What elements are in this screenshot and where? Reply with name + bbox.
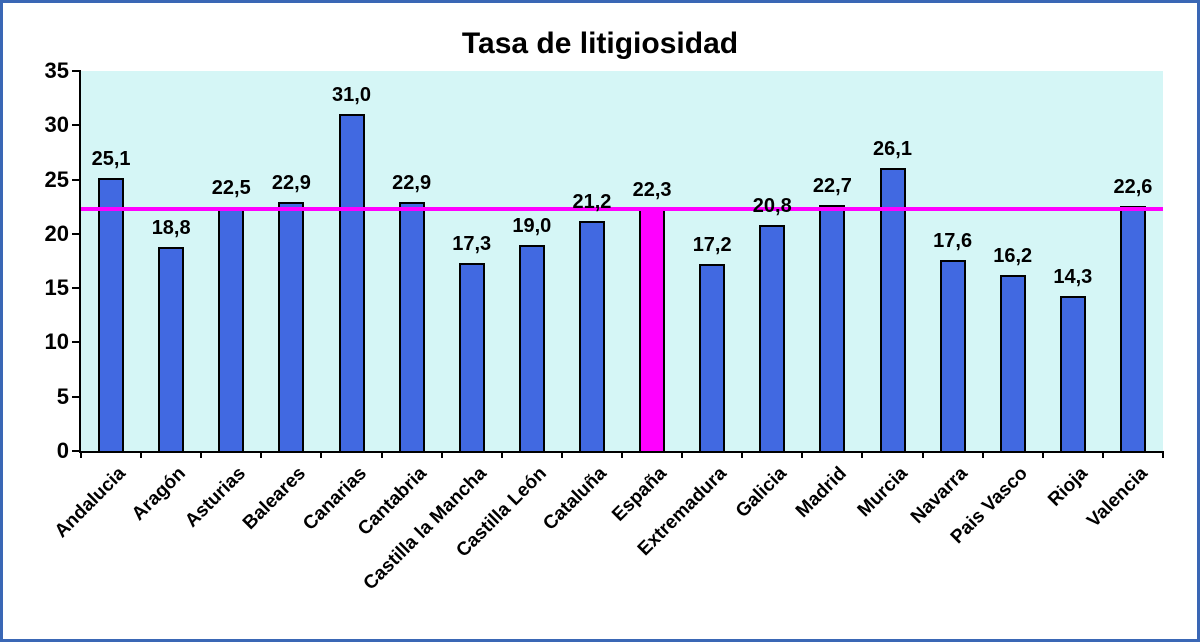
y-axis-tick xyxy=(72,395,81,398)
y-axis-label: 15 xyxy=(44,275,69,301)
bar-value-label: 17,2 xyxy=(692,234,732,257)
bar xyxy=(1119,205,1146,451)
bar xyxy=(458,263,485,451)
bar-value-label: 22,9 xyxy=(392,172,432,195)
x-axis-tick xyxy=(560,451,563,458)
bar xyxy=(759,225,786,451)
x-axis-tick xyxy=(861,451,864,458)
y-axis-tick xyxy=(72,178,81,181)
chart-canvas: 0 5 10 15 20 25 30 35 25,1 Andalucia 18,8 Aragón 22,… xyxy=(3,3,1197,639)
bar-value-label: 22,5 xyxy=(211,176,251,199)
bar xyxy=(699,264,726,451)
x-axis-tick xyxy=(681,451,684,458)
y-axis-tick xyxy=(72,70,81,72)
bar xyxy=(879,167,906,451)
x-axis-tick xyxy=(801,451,804,458)
bar xyxy=(278,202,305,451)
bar xyxy=(98,178,125,451)
plot-area xyxy=(81,71,1163,451)
x-axis-tick xyxy=(981,451,984,458)
bar xyxy=(518,244,545,451)
bar xyxy=(338,114,365,451)
bar-value-label: 17,3 xyxy=(452,233,492,256)
y-axis-label: 35 xyxy=(44,58,69,83)
x-axis-line xyxy=(79,451,1163,453)
x-axis-tick xyxy=(741,451,744,458)
bar-value-label: 22,6 xyxy=(1113,175,1153,198)
bar-value-label: 22,3 xyxy=(632,178,672,201)
bar xyxy=(1059,295,1086,451)
bar-value-label: 18,8 xyxy=(151,216,191,239)
bar-value-label: 20,8 xyxy=(752,195,792,218)
y-axis-tick xyxy=(72,287,81,290)
x-axis-tick xyxy=(1101,451,1104,458)
x-axis-tick xyxy=(320,451,323,458)
bar-value-label: 25,1 xyxy=(91,148,131,171)
x-axis-tick xyxy=(80,451,82,458)
bar xyxy=(939,259,966,451)
y-axis-label: 25 xyxy=(44,166,69,192)
y-axis-tick xyxy=(72,124,81,127)
x-axis-tick xyxy=(260,451,263,458)
y-axis-line xyxy=(79,71,81,453)
x-axis-tick xyxy=(440,451,443,458)
y-axis-label: 5 xyxy=(56,383,69,409)
y-axis-label: 20 xyxy=(44,220,69,246)
bar-value-label: 16,2 xyxy=(993,245,1033,268)
y-axis-label: 30 xyxy=(44,112,69,138)
x-axis-tick xyxy=(1041,451,1044,458)
bar-value-label: 21,2 xyxy=(572,190,612,213)
bar-value-label: 22,9 xyxy=(271,172,311,195)
bar-value-label: 14,3 xyxy=(1053,265,1093,288)
x-axis-tick xyxy=(921,451,924,458)
y-axis-tick xyxy=(72,232,81,235)
y-axis-tick xyxy=(72,450,81,452)
y-axis-tick xyxy=(72,341,81,344)
bar xyxy=(578,220,605,451)
x-axis-tick xyxy=(200,451,203,458)
x-axis-tick xyxy=(380,451,383,458)
x-axis-tick xyxy=(140,451,143,458)
bar xyxy=(999,275,1026,451)
bar xyxy=(218,206,245,451)
bar-highlight xyxy=(639,208,666,451)
bar-value-label: 31,0 xyxy=(332,84,371,107)
x-axis-tick xyxy=(621,451,623,458)
y-axis-label: 10 xyxy=(44,329,69,355)
bar-value-label: 17,6 xyxy=(933,229,973,252)
x-axis-tick xyxy=(500,451,503,458)
x-axis-tick xyxy=(1162,451,1164,458)
bar-value-label: 19,0 xyxy=(512,214,552,237)
y-axis-label: 0 xyxy=(56,438,69,463)
chart-title: Tasa de litigiosidad xyxy=(461,27,739,60)
bar xyxy=(158,246,185,451)
bar xyxy=(819,204,846,451)
bar-value-label: 22,7 xyxy=(812,174,852,197)
reference-line xyxy=(81,206,1163,211)
bar xyxy=(398,202,425,451)
bar-value-label: 26,1 xyxy=(873,137,912,160)
